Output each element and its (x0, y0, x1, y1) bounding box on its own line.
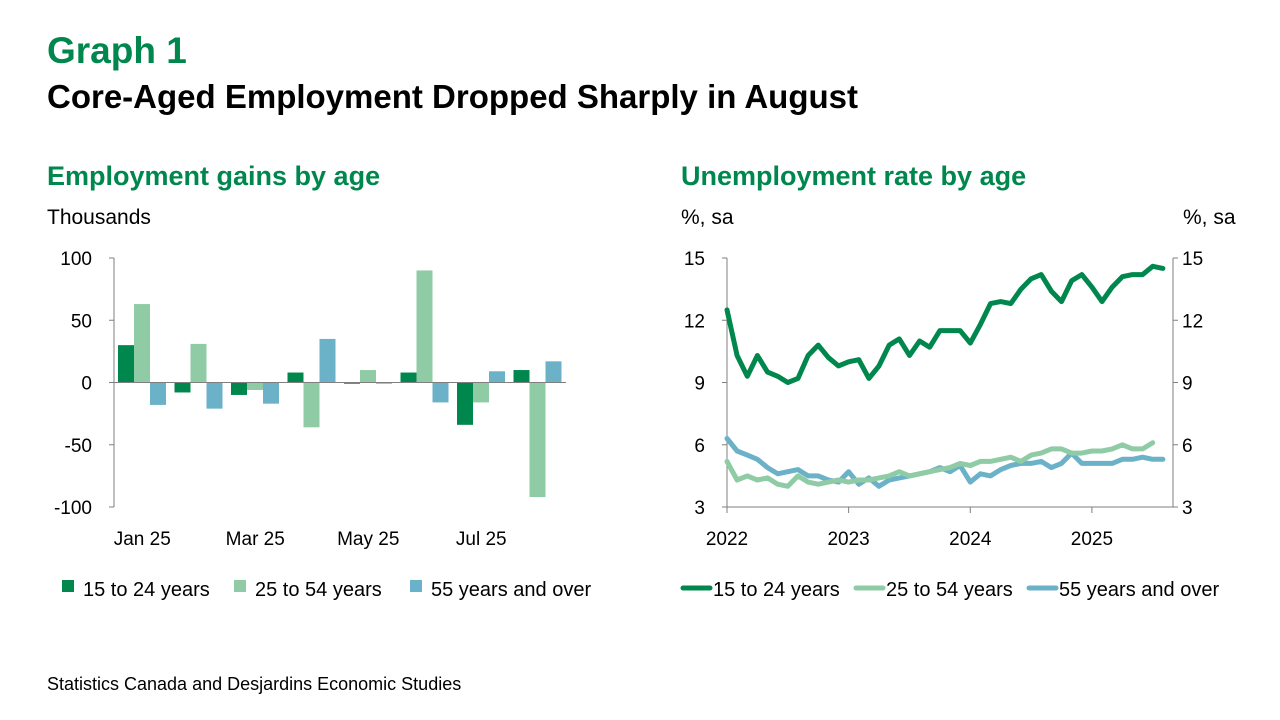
bar-3-apr-25 (319, 338, 336, 383)
bar-1-aug-25 (513, 370, 530, 383)
bar-1-apr-25 (287, 372, 304, 383)
left-legend-label-1: 15 to 24 years (83, 579, 210, 601)
bar-2-jun-25 (416, 270, 433, 383)
right-y2-tick-label: 15 (1182, 249, 1203, 270)
page-title: Core-Aged Employment Dropped Sharply in … (47, 78, 858, 115)
left-legend-label-2: 25 to 54 years (255, 579, 382, 601)
left-x-tick-label: Jul 25 (456, 529, 507, 550)
bar-2-jul-25 (473, 382, 489, 403)
right-x-tick-label: 2025 (1071, 529, 1113, 550)
right-y-axis-label-right: %, sa (1183, 206, 1236, 229)
bar-3-jan-25 (150, 382, 166, 405)
bar-2-mar-25 (247, 382, 263, 390)
right-x-tick-label: 2024 (949, 529, 992, 550)
left-y-tick-label: -50 (65, 436, 92, 457)
bar-1-jun-25 (400, 372, 417, 383)
right-y2-tick-label: 6 (1182, 436, 1193, 457)
left-legend-label-3: 55 years and over (431, 579, 591, 601)
bar-3-jun-25 (432, 382, 449, 403)
left-y-tick-label: -100 (54, 498, 92, 519)
bar-3-jul-25 (489, 371, 505, 383)
source-note: Statistics Canada and Desjardins Economi… (47, 674, 462, 694)
right-legend-label-2: 25 to 54 years (886, 579, 1013, 601)
left-y-tick-label: 100 (60, 249, 92, 270)
right-legend-label-1: 15 to 24 years (713, 579, 840, 601)
bar-1-jul-25 (457, 382, 473, 425)
line-series-2 (724, 440, 1156, 489)
right-x-tick-label: 2023 (827, 529, 869, 550)
bar-1-jan-25 (118, 345, 134, 383)
right-y2-tick-label: 9 (1182, 374, 1193, 395)
bar-1-mar-25 (231, 382, 247, 395)
left-chart-title: Employment gains by age (47, 161, 381, 191)
right-y2-tick-label: 12 (1182, 311, 1203, 332)
left-x-tick-label: Jan 25 (114, 529, 171, 550)
right-y-tick-label: 15 (684, 249, 705, 270)
bar-3-may-25 (376, 382, 392, 384)
left-legend-swatch-1 (62, 580, 74, 592)
right-y-axis-label: %, sa (681, 206, 734, 229)
right-chart-title: Unemployment rate by age (681, 161, 1027, 191)
bar-3-aug-25 (545, 361, 562, 383)
right-legend-label-3: 55 years and over (1059, 579, 1219, 601)
right-y2-tick-label: 3 (1182, 498, 1193, 519)
right-x-tick-label: 2022 (706, 529, 748, 550)
bar-2-feb-25 (190, 343, 207, 383)
bar-3-mar-25 (263, 382, 279, 404)
right-y-tick-label: 9 (694, 374, 705, 395)
left-legend-swatch-3 (410, 580, 422, 592)
bar-2-apr-25 (303, 382, 320, 428)
right-y-tick-label: 6 (694, 436, 705, 457)
left-y-tick-label: 50 (71, 311, 92, 332)
left-x-tick-label: Mar 25 (226, 529, 285, 550)
left-legend-swatch-2 (234, 580, 246, 592)
bar-3-feb-25 (206, 382, 223, 409)
graph-number: Graph 1 (47, 30, 187, 71)
left-y-tick-label: 0 (81, 374, 92, 395)
right-y-tick-label: 3 (694, 498, 705, 519)
left-y-axis-label: Thousands (47, 206, 151, 229)
line-series-1 (724, 263, 1166, 385)
left-x-tick-label: May 25 (337, 529, 399, 550)
bar-1-feb-25 (174, 382, 191, 393)
right-y-tick-label: 12 (684, 311, 705, 332)
bar-2-may-25 (360, 370, 376, 383)
bar-2-jan-25 (134, 304, 150, 383)
bar-2-aug-25 (529, 382, 546, 498)
bar-1-may-25 (344, 382, 360, 384)
